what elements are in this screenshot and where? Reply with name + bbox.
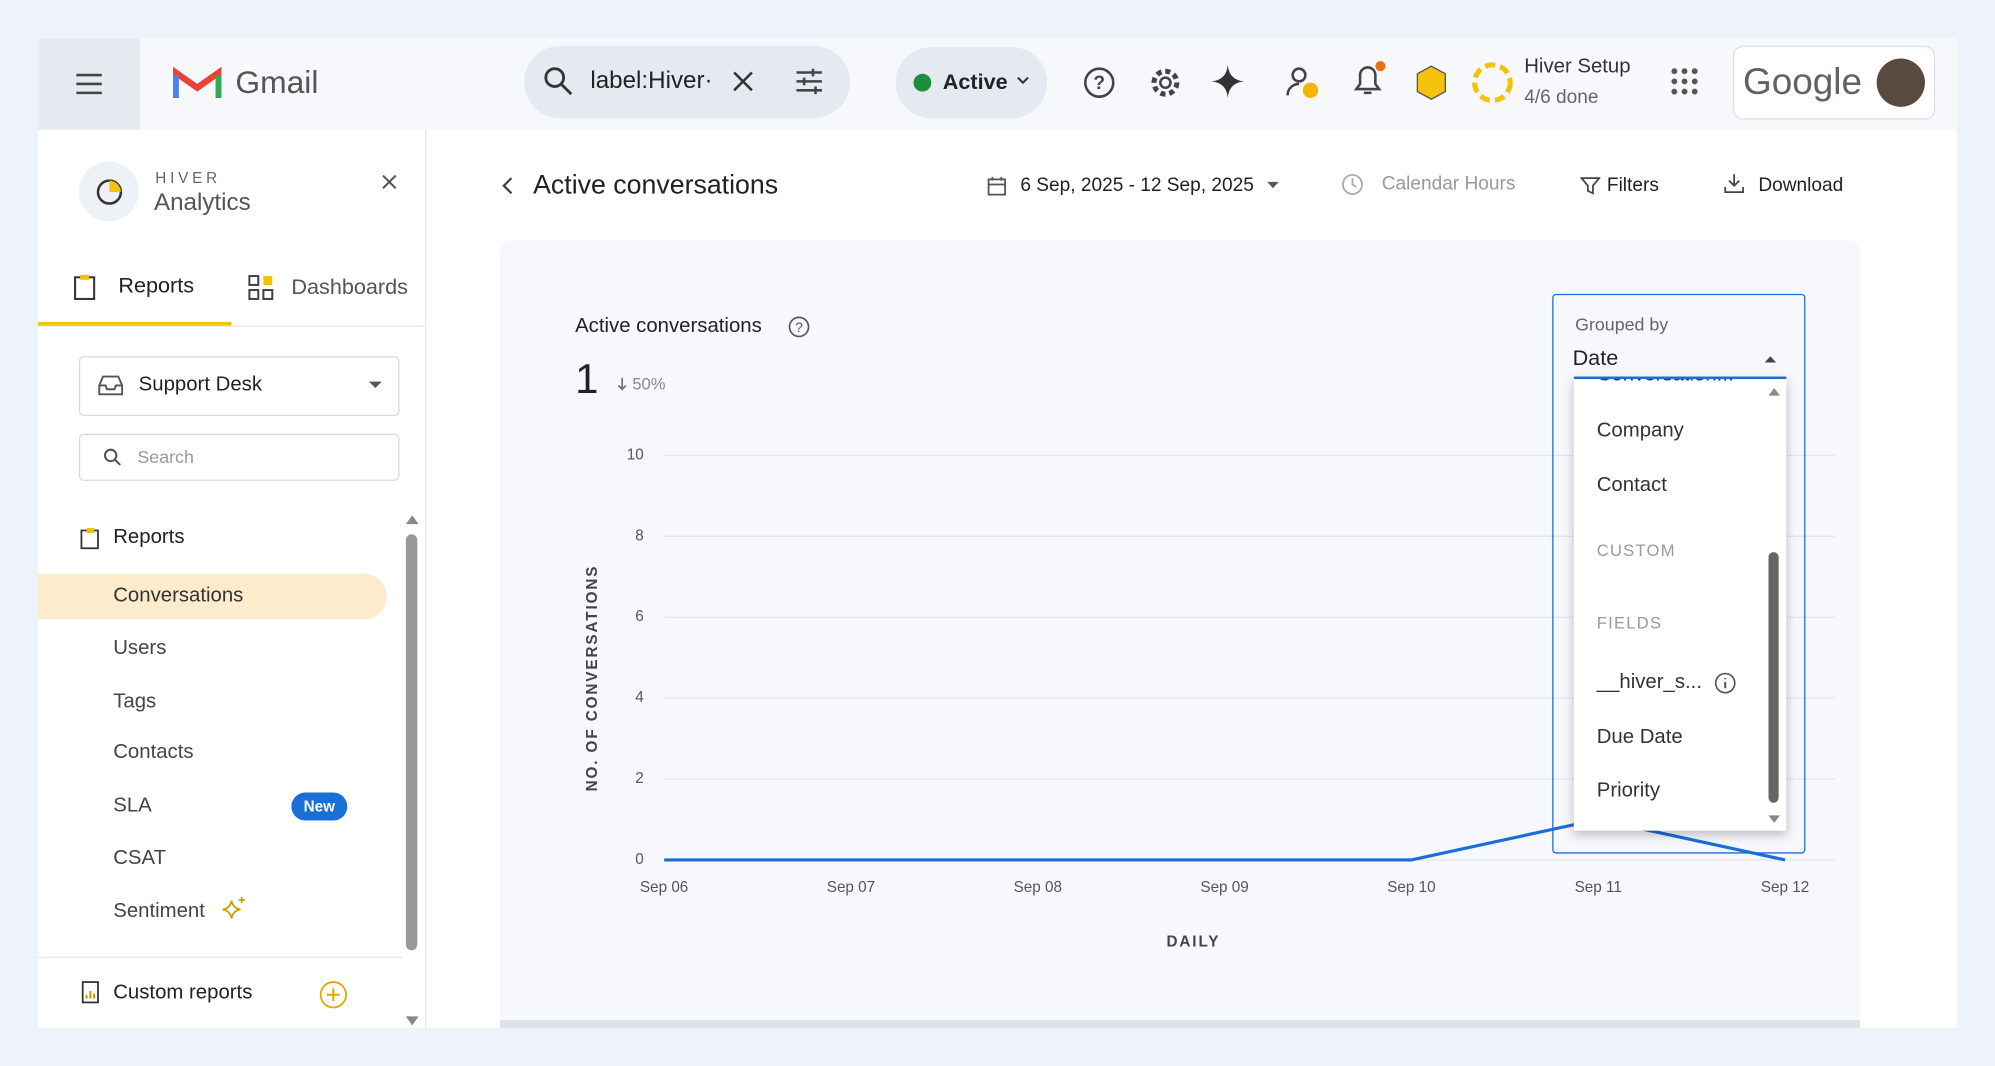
page-title: Active conversations (533, 170, 779, 200)
nav-item[interactable]: Tags (113, 690, 157, 713)
x-tick-label: Sep 07 (827, 879, 875, 896)
nav-item[interactable]: CSAT (113, 847, 167, 869)
search-box[interactable] (524, 45, 850, 119)
y-tick-label: 4 (635, 689, 644, 706)
nav-item[interactable]: Contacts (113, 741, 194, 764)
search-options[interactable] (794, 67, 825, 95)
back-button[interactable] (500, 176, 515, 196)
sidebar-search[interactable] (78, 433, 400, 481)
y-tick-label: 8 (635, 527, 643, 544)
date-range[interactable]: 6 Sep, 2025 - 12 Sep, 2025 (1020, 174, 1254, 196)
y-tick-label: 10 (627, 446, 644, 463)
option[interactable]: Company (1596, 419, 1684, 442)
download-button[interactable]: Download (1758, 174, 1844, 196)
group-by-list: Conversation... Company Contact CUSTOM F… (1573, 377, 1787, 831)
nav-item[interactable]: SLA (113, 795, 152, 817)
card-title: Active conversations (575, 315, 762, 338)
sidebar-scrollbar[interactable] (405, 534, 418, 951)
status-text: Active (942, 69, 1008, 95)
setup-progress-ring (1472, 62, 1513, 104)
filters-button[interactable]: Filters (1606, 174, 1659, 196)
inbox-select[interactable] (78, 356, 400, 416)
group-by-label: Grouped by (1575, 314, 1669, 335)
avatar[interactable] (1876, 58, 1925, 107)
tab-indicator (38, 321, 232, 326)
x-axis-title: DAILY (1166, 934, 1220, 951)
gmail-logo (173, 66, 222, 98)
assign-icon[interactable] (1285, 64, 1321, 102)
active-item-bg (38, 573, 387, 620)
group-by-value: Date (1572, 346, 1619, 371)
tab-reports[interactable]: Reports (118, 273, 195, 298)
tab-divider (38, 325, 425, 327)
svg-text:?: ? (1093, 73, 1105, 94)
option[interactable]: Conversation... (1597, 378, 1737, 388)
add-custom-report[interactable] (318, 981, 349, 1009)
close-sidebar[interactable] (382, 174, 397, 189)
sidebar-divider (424, 129, 427, 1028)
option[interactable]: Due Date (1596, 726, 1683, 748)
gemini-icon[interactable] (1210, 64, 1246, 100)
analytics-logo (78, 161, 139, 222)
group-header: CUSTOM (1596, 540, 1676, 560)
setup-progress: 4/6 done (1524, 86, 1599, 109)
y-tick-label: 6 (635, 608, 643, 625)
hiver-icon[interactable] (1415, 65, 1448, 101)
help-icon[interactable]: ? (1081, 65, 1117, 101)
custom-reports[interactable]: Custom reports (113, 982, 253, 1004)
clear-search[interactable] (732, 70, 755, 93)
nav-item[interactable]: Conversations (113, 585, 244, 607)
x-tick-label: Sep 06 (640, 879, 688, 896)
brand-label: HIVER (155, 169, 221, 187)
custom-divider (38, 956, 403, 958)
app-name: Gmail (235, 64, 319, 101)
setup-title: Hiver Setup (1524, 55, 1631, 78)
section-reports: Reports (113, 526, 185, 549)
x-tick-label: Sep 08 (1014, 879, 1062, 896)
x-tick-label: Sep 12 (1761, 879, 1809, 896)
group-by-field[interactable] (1552, 293, 1806, 854)
new-badge: New (291, 792, 348, 821)
search-placeholder: Search (137, 446, 194, 467)
nav-item[interactable]: Sentiment (113, 900, 205, 923)
nav-item[interactable]: Users (113, 637, 167, 659)
settings-icon[interactable] (1148, 65, 1184, 101)
list-underline (1573, 376, 1787, 380)
x-tick-label: Sep 10 (1387, 879, 1435, 896)
search-query: label:Hiver· (590, 68, 710, 95)
tab-dashboards[interactable]: Dashboards (291, 274, 408, 299)
brand: Google (1743, 62, 1863, 104)
x-tick-label: Sep 11 (1575, 879, 1622, 896)
option[interactable]: Priority (1596, 779, 1661, 802)
apps-icon[interactable] (1671, 67, 1699, 95)
group-header: FIELDS (1596, 613, 1663, 633)
status-dot (913, 73, 932, 92)
y-axis-title: NO. OF CONVERSATIONS (584, 565, 601, 792)
total-value: 1 (575, 354, 599, 402)
sidebar-title: Analytics (153, 189, 251, 217)
y-tick-label: 0 (635, 851, 643, 868)
list-scrollbar[interactable] (1768, 552, 1779, 803)
svg-text:?: ? (795, 319, 803, 335)
y-tick-label: 2 (635, 770, 643, 787)
x-tick-label: Sep 09 (1200, 879, 1248, 896)
change-percent: 50% (632, 373, 666, 394)
notifications-icon[interactable] (1350, 61, 1386, 99)
option[interactable]: Contact (1596, 474, 1667, 497)
calendar-hours[interactable]: Calendar Hours (1381, 173, 1516, 195)
option[interactable]: __hiver_s... (1596, 671, 1702, 694)
menu-button[interactable] (38, 38, 140, 130)
inbox-name: Support Desk (138, 373, 263, 396)
card-scrollbar (500, 1020, 1861, 1028)
